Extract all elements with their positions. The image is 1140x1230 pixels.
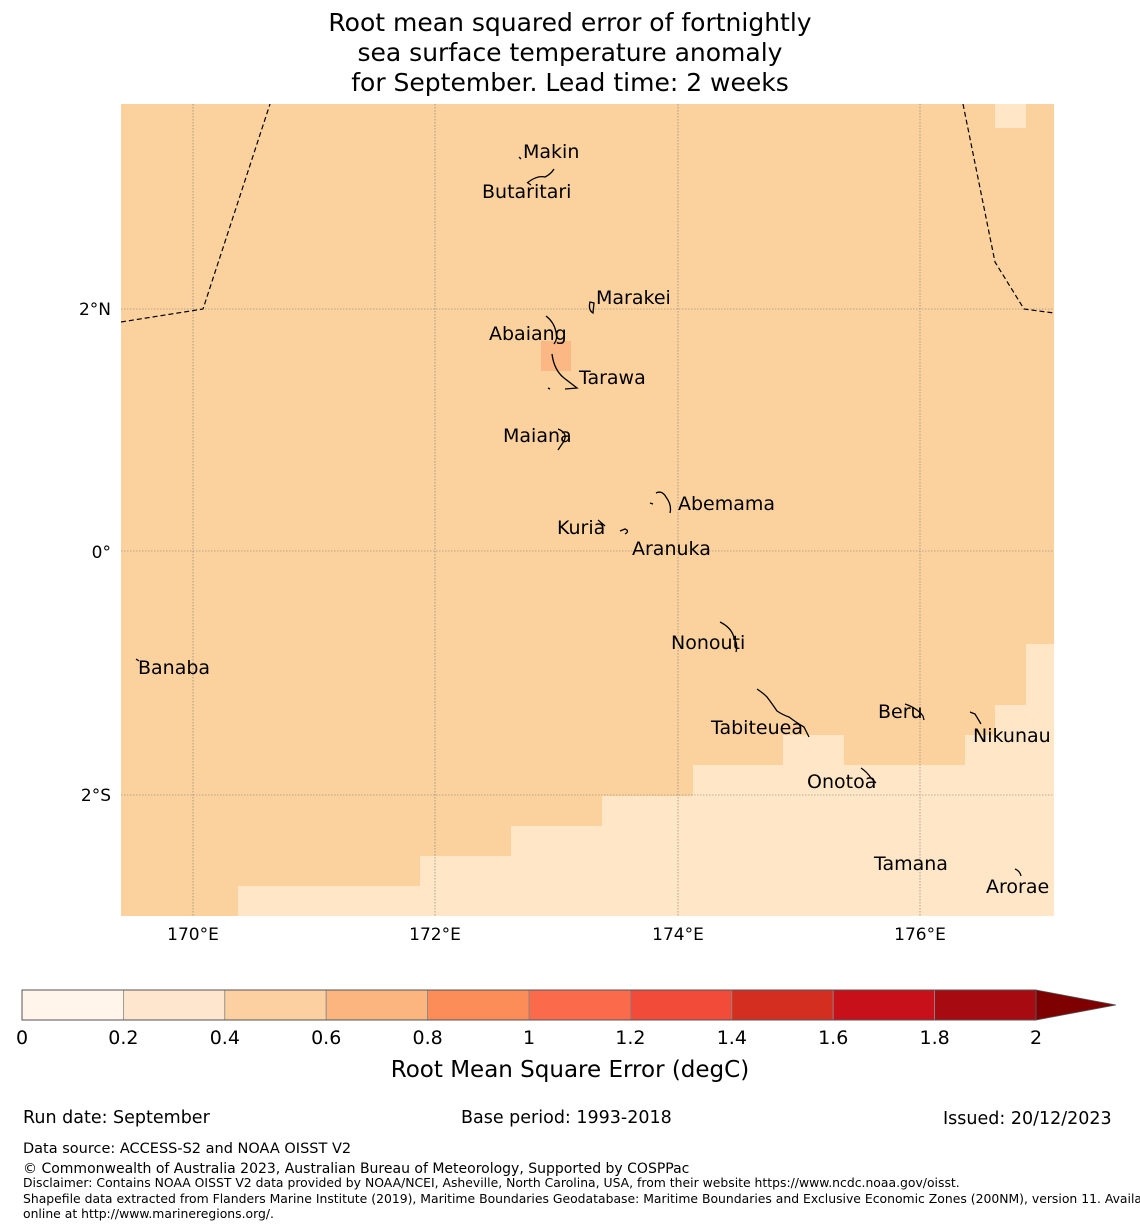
rmse-field-low-region: [238, 644, 1054, 916]
colorbar-segment: [224, 989, 327, 1021]
map-panel[interactable]: Makin Butaritari Marakei Abaiang Tarawa …: [120, 103, 1055, 916]
colorbar-outline: [21, 989, 1037, 1021]
lon-tick-176e: 176°E: [894, 925, 946, 945]
lon-tick-172e: 172°E: [409, 925, 461, 945]
title-line-3: for September. Lead time: 2 weeks: [351, 68, 789, 97]
island-label-tamana: Tamana: [873, 853, 948, 875]
lat-tick-2s: 2°S: [81, 786, 111, 806]
colorbar-segment: [630, 989, 733, 1021]
colorbar-segment: [934, 989, 1037, 1021]
island-label-abemama: Abemama: [678, 493, 775, 515]
colorbar-tick-label: 1.2: [615, 1027, 645, 1049]
colorbar-tick-label: 1: [523, 1027, 535, 1049]
colorbar-tick-label: 1.4: [717, 1027, 747, 1049]
colorbar-segment: [325, 989, 429, 1021]
colorbar-tick-label: 0.8: [412, 1027, 442, 1049]
colorbar-segment: [528, 989, 631, 1021]
island-outlines: [135, 156, 1022, 877]
colorbar: 0 0.2 0.4 0.6 0.8 1 1.2 1.4 1.6 1.8 2: [16, 989, 1117, 1049]
colorbar-segment: [21, 989, 124, 1021]
rmse-field-low-cell: [995, 104, 1026, 128]
colorbar-tick-label: 0.2: [108, 1027, 138, 1049]
lon-tick-170e: 170°E: [167, 925, 219, 945]
island-label-beru: Beru: [878, 701, 923, 723]
colorbar-label: Root Mean Square Error (degC): [391, 1057, 749, 1083]
rmse-map-figure: Makin Butaritari Marakei Abaiang Tarawa …: [16, 103, 1117, 1083]
run-date: Run date: September: [23, 1108, 210, 1128]
colorbar-segment: [427, 989, 530, 1021]
colorbar-tick-label: 1.6: [818, 1027, 848, 1049]
colorbar-tick-label: 0.6: [311, 1027, 341, 1049]
colorbar-tick-label: 0.4: [210, 1027, 240, 1049]
colorbar-extend-arrow: [1035, 989, 1117, 1021]
shapefile-credit-line-2: online at http://www.marineregions.org/.: [23, 1206, 274, 1221]
island-label-makin: Makin: [523, 141, 579, 163]
island-label-abaiang: Abaiang: [489, 323, 567, 345]
colorbar-tick-label: 2: [1030, 1027, 1042, 1049]
colorbar-segment: [832, 989, 936, 1021]
eez-boundaries: [120, 103, 1055, 323]
island-label-nonouti: Nonouti: [671, 632, 745, 654]
lon-tick-174e: 174°E: [652, 925, 704, 945]
island-label-nikunau: Nikunau: [973, 725, 1051, 747]
lat-tick-2n: 2°N: [79, 300, 111, 320]
data-source: Data source: ACCESS-S2 and NOAA OISST V2: [23, 1141, 352, 1157]
island-label-kuria: Kuria: [557, 517, 605, 539]
island-label-arorae: Arorae: [986, 876, 1049, 898]
island-label-tarawa: Tarawa: [578, 367, 646, 389]
colorbar-segment: [731, 989, 834, 1021]
island-label-tabiteuea: Tabiteuea: [710, 717, 803, 739]
chart-title: Root mean squared error of fortnightly s…: [0, 8, 1140, 98]
issued-date: Issued: 20/12/2023: [943, 1109, 1112, 1129]
colorbar-segment: [123, 989, 226, 1021]
island-label-banaba: Banaba: [138, 657, 210, 679]
title-line-1: Root mean squared error of fortnightly: [328, 8, 812, 37]
island-label-butaritari: Butaritari: [482, 181, 571, 203]
disclaimer: Disclaimer: Contains NOAA OISST V2 data …: [23, 1175, 960, 1190]
shapefile-credit-line-1: Shapefile data extracted from Flanders M…: [23, 1191, 1140, 1206]
island-label-maiana: Maiana: [503, 425, 572, 447]
island-label-aranuka: Aranuka: [632, 538, 711, 560]
title-line-2: sea surface temperature anomaly: [357, 38, 783, 67]
island-label-marakei: Marakei: [596, 287, 671, 309]
colorbar-tick-label: 1.8: [919, 1027, 949, 1049]
copyright: © Commonwealth of Australia 2023, Austra…: [23, 1161, 690, 1177]
island-label-onotoa: Onotoa: [807, 771, 876, 793]
rmse-field-high-cell: [541, 341, 571, 371]
map-gridlines: [121, 104, 1054, 916]
lat-tick-0: 0°: [92, 543, 111, 563]
base-period: Base period: 1993-2018: [461, 1108, 672, 1128]
colorbar-tick-label: 0: [16, 1027, 28, 1049]
